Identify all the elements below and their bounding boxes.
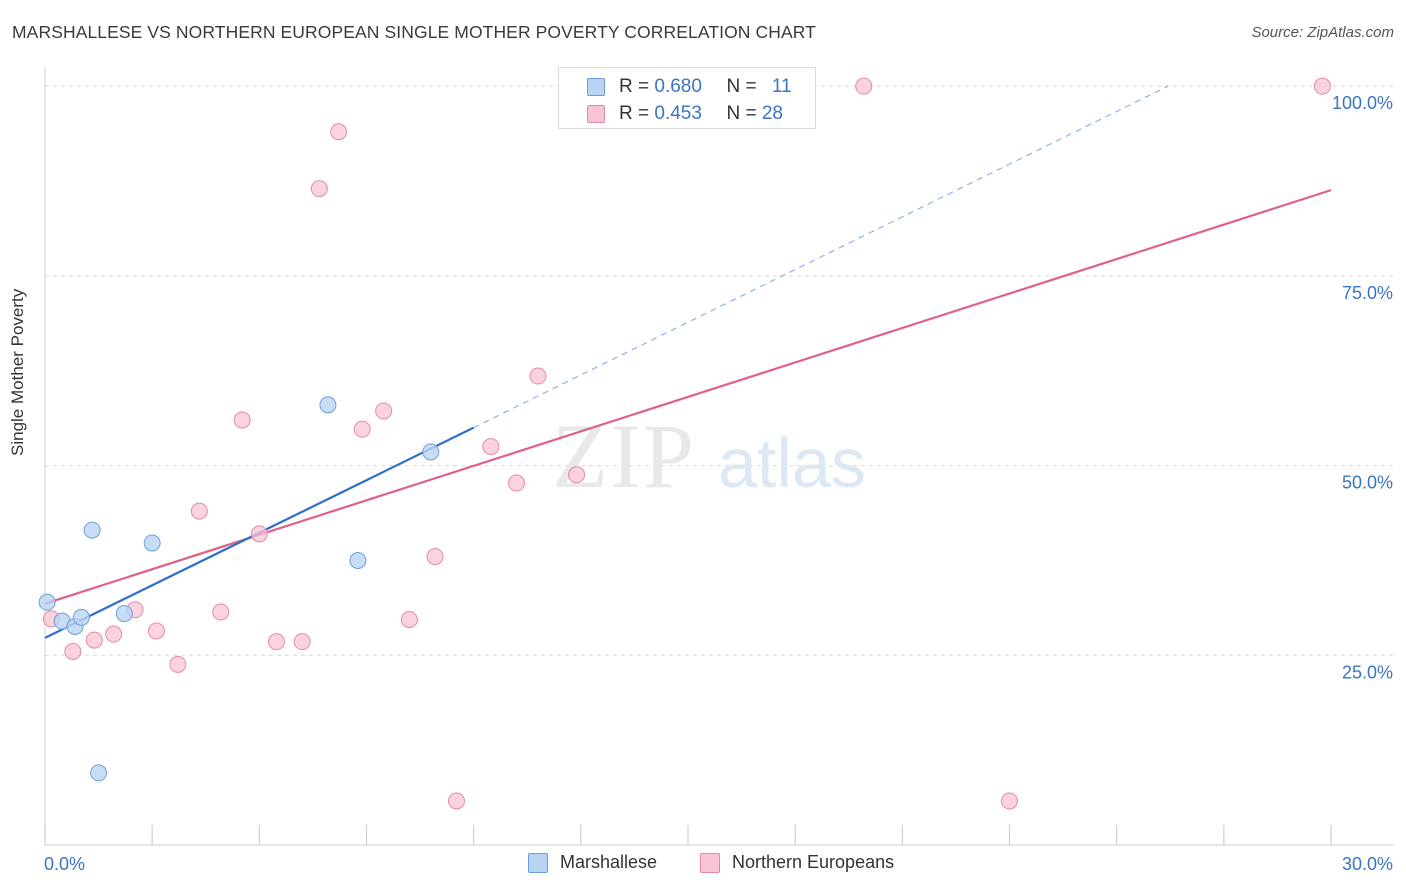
r-value-northern-europeans: 0.453 bbox=[654, 103, 702, 124]
northern-europeans-point bbox=[190, 502, 208, 520]
marshallese-point bbox=[422, 443, 440, 461]
n-label: N = bbox=[726, 103, 762, 124]
northern-europeans-point bbox=[1001, 792, 1018, 810]
northern-europeans-point bbox=[1313, 77, 1331, 95]
northern-europeans-point bbox=[400, 611, 418, 629]
data-points bbox=[38, 77, 1331, 810]
watermark: ZIP atlas bbox=[552, 405, 866, 507]
grid-layer bbox=[45, 85, 1394, 656]
y-axis-label: Single Mother Poverty bbox=[8, 288, 27, 456]
marshallese-point bbox=[38, 593, 56, 611]
tick-labels: 25.0% 50.0% 75.0% 100.0% 0.0% 30.0% bbox=[44, 93, 1393, 874]
northern-europeans-point bbox=[855, 77, 873, 95]
northern-europeans-point bbox=[147, 622, 165, 640]
northern-europeans-point bbox=[293, 633, 311, 651]
northern-europeans-point bbox=[250, 525, 268, 543]
marshallese-point bbox=[72, 608, 90, 626]
northern-europeans-point bbox=[267, 633, 285, 651]
legend-swatch-pink bbox=[587, 105, 605, 123]
y-tick-label: 75.0% bbox=[1342, 283, 1393, 303]
northern-europeans-point bbox=[529, 367, 547, 385]
northern-europeans-point bbox=[426, 548, 444, 566]
axis-layer bbox=[44, 67, 1394, 846]
r-label: R = bbox=[619, 103, 655, 124]
northern-europeans-point bbox=[233, 411, 251, 429]
marshallese-point bbox=[115, 605, 133, 623]
northern-europeans-point bbox=[105, 625, 123, 643]
legend-label-northern-europeans: Northern Europeans bbox=[732, 852, 895, 872]
northern-europeans-point bbox=[375, 402, 393, 420]
northern-europeans-point bbox=[353, 420, 371, 438]
y-tick-label: 50.0% bbox=[1342, 473, 1393, 493]
northern-europeans-point bbox=[568, 466, 586, 484]
northern-europeans-point bbox=[64, 643, 82, 660]
northern-europeans-point bbox=[85, 631, 103, 649]
northern-europeans-point bbox=[448, 792, 466, 810]
y-tick-label: 100.0% bbox=[1332, 93, 1393, 113]
n-label: N = bbox=[726, 76, 762, 97]
watermark-zip: ZIP bbox=[552, 405, 696, 507]
marshallese-point bbox=[349, 551, 367, 569]
marshallese-point bbox=[90, 764, 108, 782]
northern-europeans-point bbox=[482, 438, 500, 456]
trend-lines bbox=[44, 85, 1332, 639]
chart-title: MARSHALLESE VS NORTHERN EUROPEAN SINGLE … bbox=[12, 22, 816, 42]
r-label: R = bbox=[619, 76, 655, 97]
watermark-atlas: atlas bbox=[718, 424, 866, 502]
marshallese-trendline-extension bbox=[473, 85, 1169, 429]
r-value-marshallese: 0.680 bbox=[654, 76, 702, 97]
northern-europeans-point bbox=[212, 603, 230, 621]
northern-europeans-point bbox=[330, 123, 348, 141]
northern-europeans-point bbox=[169, 655, 187, 673]
n-value-northern-europeans: 28 bbox=[761, 103, 783, 124]
northern-europeans-trendline bbox=[44, 189, 1332, 605]
northern-europeans-point bbox=[508, 474, 526, 492]
legend-swatch-pink bbox=[700, 853, 720, 873]
y-tick-label: 25.0% bbox=[1342, 662, 1393, 682]
marshallese-point bbox=[83, 521, 101, 539]
x-tick-label: 30.0% bbox=[1342, 854, 1393, 874]
legend-swatch-blue bbox=[587, 78, 605, 96]
northern-europeans-point bbox=[310, 180, 328, 198]
legend-label-marshallese: Marshallese bbox=[560, 852, 658, 872]
marshallese-point bbox=[143, 534, 161, 552]
x-tick-label: 0.0% bbox=[44, 854, 85, 874]
correlation-legend: R = 0.680 N = 11 R = 0.453 N = 28 bbox=[558, 67, 816, 129]
n-value-marshallese: 11 bbox=[771, 76, 792, 97]
source-credit: Source: ZipAtlas.com bbox=[1251, 24, 1394, 41]
marshallese-point bbox=[319, 396, 337, 414]
legend-swatch-blue bbox=[528, 853, 548, 873]
